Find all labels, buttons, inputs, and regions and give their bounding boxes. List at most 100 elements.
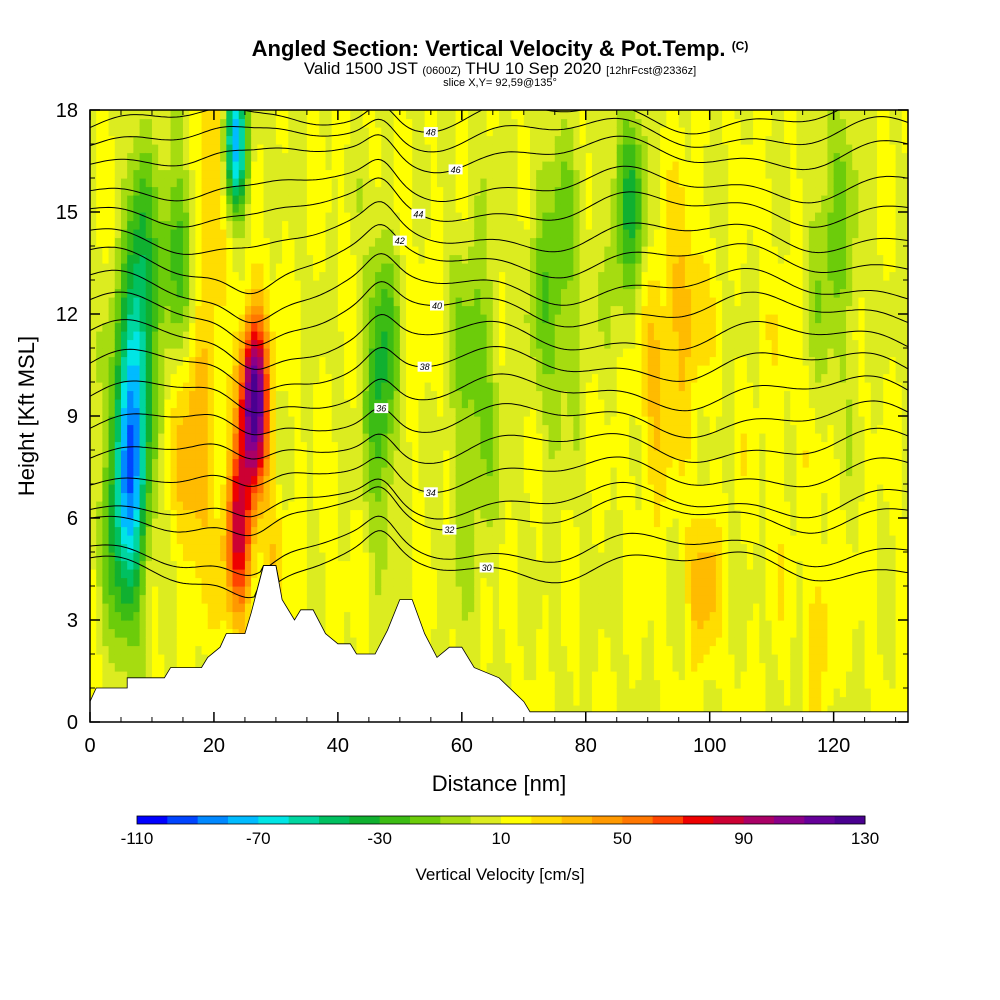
velocity-cell bbox=[505, 662, 512, 672]
velocity-cell bbox=[207, 416, 215, 426]
velocity-cell bbox=[151, 450, 159, 460]
velocity-cell bbox=[412, 246, 420, 256]
velocity-cell bbox=[294, 560, 302, 570]
velocity-cell bbox=[120, 178, 128, 188]
velocity-cell bbox=[220, 322, 227, 332]
velocity-cell bbox=[207, 271, 215, 281]
velocity-cell bbox=[319, 356, 327, 366]
velocity-cell bbox=[120, 212, 128, 222]
velocity-cell bbox=[282, 467, 289, 477]
velocity-cell bbox=[381, 509, 389, 519]
velocity-cell bbox=[220, 229, 227, 239]
velocity-cell bbox=[412, 288, 420, 298]
velocity-cell bbox=[189, 348, 196, 358]
velocity-cell bbox=[220, 603, 227, 613]
velocity-cell bbox=[300, 339, 308, 349]
velocity-cell bbox=[288, 339, 296, 349]
velocity-cell bbox=[511, 314, 519, 324]
velocity-cell bbox=[505, 543, 512, 553]
velocity-cell bbox=[443, 271, 451, 281]
velocity-cell bbox=[437, 594, 444, 604]
velocity-cell bbox=[455, 322, 463, 332]
velocity-cell bbox=[499, 365, 506, 375]
velocity-cell bbox=[282, 186, 289, 196]
velocity-cell bbox=[381, 586, 389, 596]
velocity-cell bbox=[418, 569, 426, 579]
velocity-cell bbox=[337, 382, 345, 392]
velocity-cell bbox=[437, 416, 444, 426]
velocity-cell bbox=[145, 220, 153, 230]
velocity-cell bbox=[151, 178, 159, 188]
velocity-cell bbox=[90, 382, 97, 392]
velocity-cell bbox=[344, 594, 351, 604]
velocity-cell bbox=[399, 569, 407, 579]
velocity-cell bbox=[368, 331, 376, 341]
velocity-cell bbox=[325, 229, 333, 239]
velocity-cell bbox=[182, 552, 190, 562]
velocity-cell bbox=[96, 671, 103, 681]
velocity-cell bbox=[344, 280, 351, 290]
velocity-cell bbox=[499, 305, 506, 315]
velocity-cell bbox=[437, 356, 444, 366]
velocity-cell bbox=[517, 543, 525, 553]
velocity-cell bbox=[406, 280, 413, 290]
velocity-cell bbox=[492, 237, 500, 247]
velocity-cell bbox=[387, 518, 395, 528]
velocity-cell bbox=[232, 416, 240, 426]
velocity-cell bbox=[319, 458, 327, 468]
velocity-cell bbox=[275, 458, 283, 468]
velocity-cell bbox=[96, 237, 103, 247]
velocity-cell bbox=[362, 535, 370, 545]
velocity-cell bbox=[120, 467, 128, 477]
velocity-cell bbox=[257, 569, 265, 579]
velocity-cell bbox=[96, 654, 103, 664]
velocity-cell bbox=[337, 135, 345, 145]
velocity-cell bbox=[182, 637, 190, 647]
velocity-cell bbox=[486, 331, 494, 341]
velocity-cell bbox=[517, 594, 525, 604]
velocity-cell bbox=[300, 212, 308, 222]
velocity-cell bbox=[220, 390, 227, 400]
velocity-cell bbox=[220, 161, 227, 171]
velocity-cell bbox=[368, 322, 376, 332]
velocity-cell bbox=[344, 365, 351, 375]
velocity-cell bbox=[201, 390, 209, 400]
velocity-cell bbox=[406, 195, 413, 205]
velocity-cell bbox=[145, 144, 153, 154]
velocity-cell bbox=[133, 492, 141, 502]
velocity-cell bbox=[455, 246, 463, 256]
velocity-cell bbox=[96, 620, 103, 630]
velocity-cell bbox=[499, 229, 506, 239]
velocity-cell bbox=[350, 110, 358, 120]
velocity-cell bbox=[486, 382, 494, 392]
velocity-cell bbox=[158, 220, 165, 230]
velocity-cell bbox=[164, 577, 172, 587]
velocity-cell bbox=[362, 501, 370, 511]
velocity-cell bbox=[158, 331, 165, 341]
velocity-cell bbox=[96, 475, 103, 485]
velocity-cell bbox=[207, 144, 215, 154]
velocity-cell bbox=[424, 144, 432, 154]
velocity-cell bbox=[406, 110, 413, 120]
velocity-cell bbox=[195, 382, 203, 392]
velocity-cell bbox=[449, 611, 457, 621]
velocity-cell bbox=[114, 450, 122, 460]
velocity-cell bbox=[139, 611, 147, 621]
velocity-cell bbox=[158, 620, 165, 630]
velocity-cell bbox=[158, 586, 165, 596]
velocity-cell bbox=[449, 144, 457, 154]
velocity-cell bbox=[412, 433, 420, 443]
velocity-cell bbox=[226, 450, 234, 460]
velocity-cell bbox=[499, 671, 506, 681]
velocity-cell bbox=[288, 560, 296, 570]
velocity-cell bbox=[362, 569, 370, 579]
velocity-cell bbox=[381, 297, 389, 307]
velocity-cell bbox=[387, 475, 395, 485]
velocity-cell bbox=[158, 399, 165, 409]
velocity-cell bbox=[499, 118, 506, 128]
velocity-cell bbox=[139, 339, 147, 349]
velocity-cell bbox=[486, 161, 494, 171]
velocity-cell bbox=[319, 467, 327, 477]
velocity-cell bbox=[350, 254, 358, 264]
velocity-cell bbox=[505, 152, 512, 162]
